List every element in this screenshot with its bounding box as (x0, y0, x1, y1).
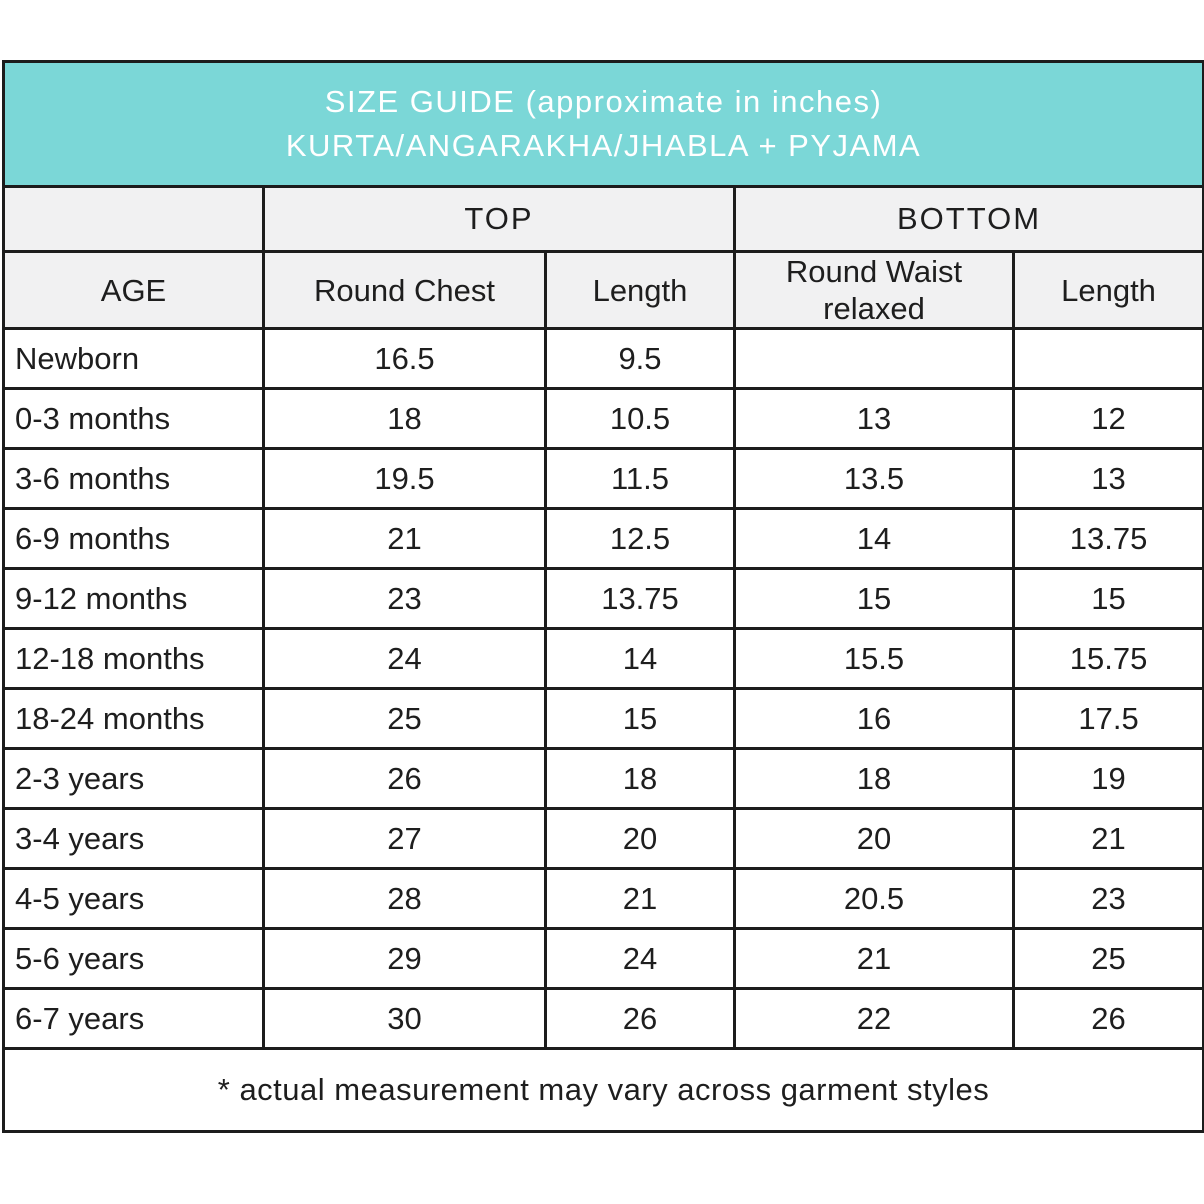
top-length-cell: 24 (544, 927, 736, 990)
column-header-round-waist: Round Waist relaxed (733, 250, 1015, 330)
waist-cell: 14 (733, 507, 1015, 570)
waist-cell: 13.5 (733, 447, 1015, 510)
bottom-length-cell: 17.5 (1011, 687, 1204, 750)
chest-cell: 28 (262, 867, 547, 930)
bottom-length-cell (1011, 327, 1204, 390)
age-cell: 3-4 years (2, 807, 265, 870)
age-cell: 4-5 years (2, 867, 265, 930)
bottom-length-cell: 25 (1011, 927, 1204, 990)
waist-cell: 13 (733, 387, 1015, 450)
table-row: 5-6 years 29 24 21 25 (2, 927, 1204, 990)
waist-cell: 22 (733, 987, 1015, 1050)
chest-cell: 21 (262, 507, 547, 570)
top-length-cell: 10.5 (544, 387, 736, 450)
chest-cell: 18 (262, 387, 547, 450)
waist-cell: 15 (733, 567, 1015, 630)
bottom-length-cell: 15.75 (1011, 627, 1204, 690)
column-header-round-chest: Round Chest (262, 250, 547, 330)
top-length-cell: 26 (544, 987, 736, 1050)
age-cell: 6-7 years (2, 987, 265, 1050)
table-row: 12-18 months 24 14 15.5 15.75 (2, 627, 1204, 690)
chest-cell: 29 (262, 927, 547, 990)
age-cell: 18-24 months (2, 687, 265, 750)
waist-cell: 15.5 (733, 627, 1015, 690)
table-row: Newborn 16.5 9.5 (2, 327, 1204, 390)
table-row: 2-3 years 26 18 18 19 (2, 747, 1204, 810)
group-header-bottom: BOTTOM (732, 185, 1204, 253)
waist-cell: 20 (733, 807, 1015, 870)
table-row: 6-9 months 21 12.5 14 13.75 (2, 507, 1204, 570)
top-length-cell: 13.75 (544, 567, 736, 630)
waist-cell: 20.5 (733, 867, 1015, 930)
waist-cell: 18 (733, 747, 1015, 810)
age-cell: 5-6 years (2, 927, 265, 990)
footnote-text: * actual measurement may vary across gar… (1, 1047, 1204, 1133)
chest-cell: 24 (262, 627, 547, 690)
top-length-cell: 21 (544, 867, 736, 930)
chest-cell: 27 (262, 807, 547, 870)
top-length-cell: 18 (544, 747, 736, 810)
group-header-row: TOP BOTTOM (2, 185, 1204, 253)
banner-row: SIZE GUIDE (approximate in inches) KURTA… (1, 60, 1204, 188)
top-length-cell: 20 (544, 807, 736, 870)
group-header-empty-cell (2, 185, 265, 253)
chest-cell: 30 (262, 987, 547, 1050)
age-cell: 0-3 months (2, 387, 265, 450)
age-cell: 9-12 months (2, 567, 265, 630)
chest-cell: 25 (262, 687, 547, 750)
age-cell: 6-9 months (2, 507, 265, 570)
top-length-cell: 15 (544, 687, 736, 750)
table-row: 6-7 years 30 26 22 26 (2, 987, 1204, 1050)
chest-cell: 19.5 (262, 447, 547, 510)
group-header-top: TOP (262, 185, 736, 253)
top-length-cell: 9.5 (544, 327, 736, 390)
bottom-length-cell: 23 (1011, 867, 1204, 930)
banner-title-line2: KURTA/ANGARAKHA/JHABLA + PYJAMA (285, 128, 922, 163)
column-header-bottom-length: Length (1011, 250, 1204, 330)
bottom-length-cell: 15 (1011, 567, 1204, 630)
column-header-top-length: Length (544, 250, 736, 330)
column-header-row: AGE Round Chest Length Round Waist relax… (2, 250, 1204, 330)
age-cell: Newborn (2, 327, 265, 390)
top-length-cell: 12.5 (544, 507, 736, 570)
chest-cell: 26 (262, 747, 547, 810)
footnote-row: * actual measurement may vary across gar… (1, 1047, 1204, 1133)
waist-cell: 21 (733, 927, 1015, 990)
table-row: 4-5 years 28 21 20.5 23 (2, 867, 1204, 930)
table-row: 3-6 months 19.5 11.5 13.5 13 (2, 447, 1204, 510)
age-cell: 2-3 years (2, 747, 265, 810)
table-row: 3-4 years 27 20 20 21 (2, 807, 1204, 870)
top-length-cell: 14 (544, 627, 736, 690)
column-header-age: AGE (2, 250, 265, 330)
waist-cell (733, 327, 1015, 390)
chest-cell: 23 (262, 567, 547, 630)
size-guide-banner: SIZE GUIDE (approximate in inches) KURTA… (1, 60, 1204, 188)
table-row: 9-12 months 23 13.75 15 15 (2, 567, 1204, 630)
bottom-length-cell: 21 (1011, 807, 1204, 870)
age-cell: 12-18 months (2, 627, 265, 690)
age-cell: 3-6 months (2, 447, 265, 510)
bottom-length-cell: 26 (1011, 987, 1204, 1050)
waist-cell: 16 (733, 687, 1015, 750)
chest-cell: 16.5 (262, 327, 547, 390)
top-length-cell: 11.5 (544, 447, 736, 510)
size-guide-table: SIZE GUIDE (approximate in inches) KURTA… (1, 60, 1204, 1133)
bottom-length-cell: 13 (1011, 447, 1204, 510)
bottom-length-cell: 12 (1011, 387, 1204, 450)
table-row: 0-3 months 18 10.5 13 12 (2, 387, 1204, 450)
table-row: 18-24 months 25 15 16 17.5 (2, 687, 1204, 750)
bottom-length-cell: 13.75 (1011, 507, 1204, 570)
banner-title-line1: SIZE GUIDE (approximate in inches) (324, 84, 883, 119)
bottom-length-cell: 19 (1011, 747, 1204, 810)
